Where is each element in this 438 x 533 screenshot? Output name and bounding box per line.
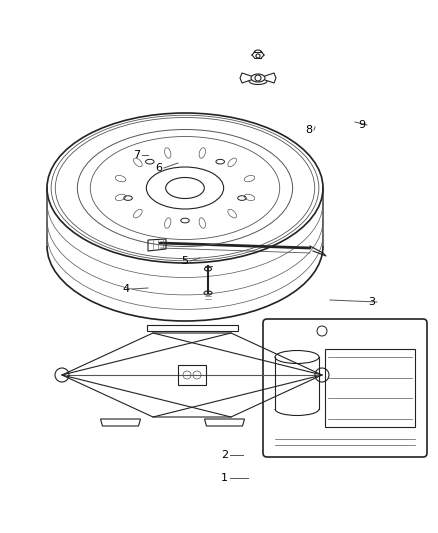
Text: 9: 9	[358, 120, 365, 130]
Bar	[178, 365, 206, 385]
Text: 8: 8	[305, 125, 312, 135]
Text: 5: 5	[181, 256, 188, 266]
Text: 3: 3	[368, 297, 375, 307]
Text: 2: 2	[221, 450, 228, 460]
Text: 1: 1	[221, 473, 228, 483]
Bar	[325, 349, 415, 427]
Text: 4: 4	[123, 284, 130, 294]
Text: 6: 6	[155, 163, 162, 173]
Text: 7: 7	[133, 150, 140, 160]
